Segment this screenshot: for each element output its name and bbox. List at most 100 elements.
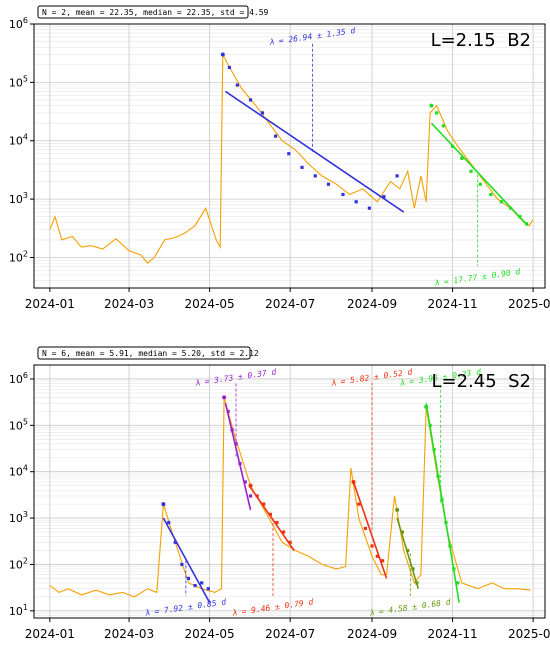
decay-fit-5 [395, 507, 420, 596]
y-tick-label: 101 [9, 603, 28, 618]
stats-text: N = 6, mean = 5.91, median = 5.20, std =… [42, 349, 259, 358]
decay-fit-6 [424, 383, 460, 603]
fit-point [255, 494, 259, 498]
flux-series-line [49, 54, 534, 264]
fit-start-marker [220, 52, 225, 57]
fit-point [274, 134, 278, 138]
x-tick-label: 2024-07 [265, 627, 315, 641]
fit-point [382, 195, 386, 199]
fit-point [440, 498, 444, 502]
fit-point [375, 554, 379, 558]
fit-point [518, 215, 522, 219]
x-tick-label: 2024-05 [185, 627, 235, 641]
x-tick-label: 2024-03 [104, 297, 154, 311]
fit-point [357, 502, 361, 506]
decay-fit-1 [161, 502, 211, 604]
fit-line [225, 90, 405, 213]
fit-point [287, 152, 291, 156]
fit-point [341, 192, 345, 197]
fit-point [288, 540, 292, 544]
fit-point [275, 520, 279, 525]
fit-point [248, 98, 253, 102]
fit-point [326, 182, 331, 186]
x-tick-label: 2025-01 [508, 297, 550, 311]
decay-label: λ = 4.58 ± 0.68 d [369, 597, 452, 617]
fit-point [230, 428, 234, 432]
fit-point [234, 442, 238, 446]
fit-line [352, 481, 388, 579]
panel-label: L=2.15 B2 [431, 30, 531, 51]
y-tick-label: 105 [9, 74, 28, 89]
fit-line [224, 403, 252, 511]
fit-point [400, 530, 404, 534]
fit-point [444, 520, 448, 525]
fit-start-marker [424, 404, 429, 409]
fit-point [243, 480, 247, 484]
fit-point [238, 461, 242, 466]
stats-text: N = 2, mean = 22.35, median = 22.35, std… [42, 8, 269, 17]
decay-fit-2 [429, 103, 529, 266]
fit-start-marker [222, 395, 227, 400]
fit-point [193, 583, 197, 588]
fit-start-marker [161, 502, 166, 507]
fit-point [380, 559, 385, 563]
fit-point [428, 423, 432, 427]
panel-label: L=2.45 S2 [431, 371, 531, 392]
decay-fit-4 [351, 383, 388, 579]
fit-point [367, 206, 371, 210]
y-tick-label: 102 [9, 556, 28, 571]
fit-point [354, 200, 358, 204]
fit-point [452, 567, 456, 571]
fit-point [478, 182, 482, 186]
x-tick-label: 2024-11 [428, 627, 478, 641]
decay-label: λ = 9.46 ± 0.79 d [231, 597, 314, 617]
x-tick-label: 2024-03 [104, 627, 154, 641]
fit-point [432, 447, 436, 452]
fit-point [248, 494, 253, 498]
fit-point [435, 111, 439, 115]
fit-point [448, 544, 452, 548]
fit-point [200, 581, 204, 585]
fit-point [460, 156, 464, 160]
fit-point [436, 474, 440, 478]
fit-point [260, 111, 265, 115]
fit-point [499, 200, 504, 204]
stats-box [37, 346, 251, 360]
fit-point [173, 540, 177, 544]
fit-point [167, 520, 171, 525]
fit-point [180, 562, 184, 567]
fit-point [186, 576, 191, 581]
x-tick-label: 2024-01 [25, 297, 75, 311]
fit-line [430, 122, 529, 227]
x-tick-label: 2024-11 [428, 297, 478, 311]
fit-start-marker [395, 507, 400, 512]
y-tick-label: 106 [9, 371, 28, 386]
y-tick-label: 103 [9, 191, 28, 206]
fit-start-marker [248, 483, 253, 488]
fit-point [313, 174, 317, 178]
fit-point [300, 165, 304, 169]
y-tick-label: 106 [9, 16, 28, 31]
fit-point [268, 512, 272, 517]
axes-frame [33, 364, 546, 619]
plot-area [49, 383, 531, 604]
x-tick-label: 2024-01 [25, 627, 75, 641]
x-tick-label: 2024-09 [347, 627, 397, 641]
x-tick-label: 2024-09 [347, 297, 397, 311]
fit-point [206, 587, 210, 591]
fit-point [235, 83, 239, 87]
decay-fit-2 [222, 383, 253, 511]
panel-a: 102 103 104 105 106 2024-01 2024-03 2024-05 2024… [9, 5, 550, 311]
y-tick-label: 104 [9, 464, 28, 479]
y-tick-label: 104 [9, 133, 28, 148]
fit-point [469, 169, 473, 173]
plot-area [49, 42, 534, 266]
x-tick-label: 2024-05 [185, 297, 235, 311]
fit-point [281, 530, 286, 534]
fit-point [227, 65, 232, 70]
fit-line [162, 517, 211, 604]
fit-line [396, 517, 420, 589]
fit-point [395, 174, 399, 178]
fit-start-marker [351, 479, 356, 484]
y-tick-label: 103 [9, 510, 28, 525]
